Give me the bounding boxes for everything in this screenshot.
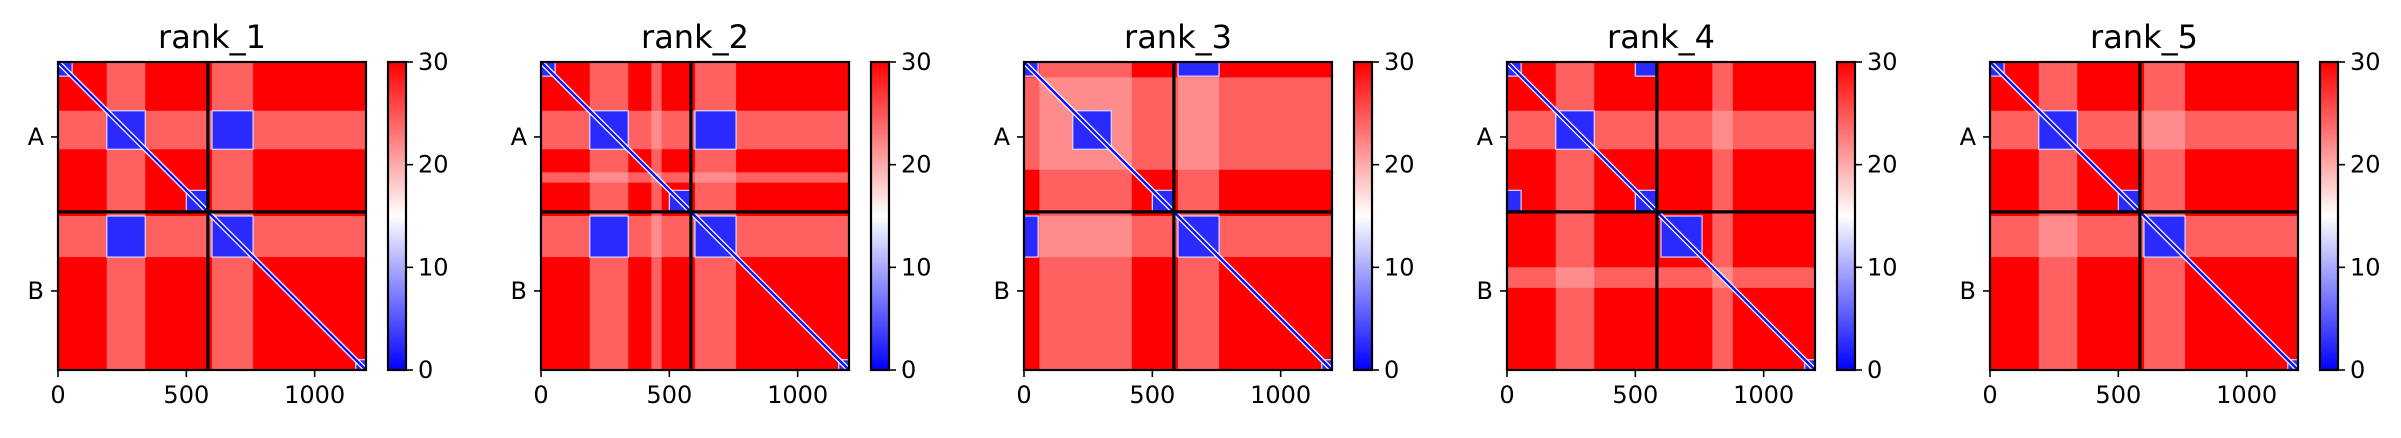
panel-rank_5: rank_5 0 500 1000 A B 0 10 20 30 xyxy=(1960,18,2381,409)
panel-title: rank_5 xyxy=(2090,18,2198,56)
colorbar-tick-label: 10 xyxy=(1867,253,1898,281)
colorbar-frame xyxy=(1352,60,1374,372)
panel-rank_1: rank_1 0 500 1000 A B 0 10 20 30 xyxy=(28,18,449,409)
colorbar-tick-label: 0 xyxy=(2350,356,2365,384)
plot-frame xyxy=(539,60,851,372)
colorbar-tick-label: 20 xyxy=(2350,151,2381,179)
low-error-block xyxy=(694,110,737,150)
y-tick-label: B xyxy=(1960,277,1976,305)
x-tick-label: 500 xyxy=(2095,381,2141,409)
colorbar xyxy=(2320,62,2338,370)
plot-frame xyxy=(1505,60,1817,372)
colorbar-tick-label: 0 xyxy=(1867,356,1882,384)
x-tick-label: 0 xyxy=(1499,381,1514,409)
x-tick-label: 1000 xyxy=(1733,381,1794,409)
x-tick-label: 0 xyxy=(1982,381,1997,409)
x-tick-label: 1000 xyxy=(767,381,828,409)
colorbar-tick-label: 30 xyxy=(1867,48,1898,76)
x-tick-label: 500 xyxy=(1612,381,1658,409)
colorbar-tick-label: 10 xyxy=(418,253,449,281)
low-error-block xyxy=(106,215,146,258)
y-tick-label: A xyxy=(1960,123,1977,151)
light-band-col xyxy=(1555,62,1595,370)
colorbar-frame xyxy=(1835,60,1857,372)
x-tick-label: 1000 xyxy=(284,381,345,409)
x-tick-label: 1000 xyxy=(1250,381,1311,409)
colorbar xyxy=(871,62,889,370)
y-tick-label: B xyxy=(28,277,44,305)
panel-title: rank_3 xyxy=(1124,18,1232,56)
low-error-block xyxy=(1177,61,1220,77)
colorbar-frame xyxy=(2318,60,2340,372)
panel-title: rank_4 xyxy=(1607,18,1715,56)
diagonal-line xyxy=(540,61,850,371)
x-tick-label: 500 xyxy=(1129,381,1175,409)
diagonal-line xyxy=(1989,61,2299,371)
light-band-col xyxy=(1712,62,1733,370)
x-tick-label: 0 xyxy=(50,381,65,409)
x-tick-label: 1000 xyxy=(2216,381,2277,409)
low-error-block xyxy=(1634,61,1658,77)
y-tick-label: B xyxy=(994,277,1010,305)
colorbar-tick-label: 0 xyxy=(1384,356,1399,384)
colorbar-frame xyxy=(869,60,891,372)
light-band-row xyxy=(1507,110,1815,150)
colorbar-tick-label: 20 xyxy=(418,151,449,179)
panel-title: rank_1 xyxy=(158,18,266,56)
panel-rank_4: rank_4 0 500 1000 A B 0 10 20 30 xyxy=(1477,18,1898,409)
x-tick-label: 0 xyxy=(1016,381,1031,409)
colorbar xyxy=(1837,62,1855,370)
colorbar-tick-label: 10 xyxy=(901,253,932,281)
y-tick-label: B xyxy=(1477,277,1493,305)
colorbar-tick-label: 20 xyxy=(1384,151,1415,179)
panel-rank_3: rank_3 0 500 1000 A B 0 10 20 30 xyxy=(994,18,1415,409)
y-tick-label: A xyxy=(511,123,528,151)
diagonal-line xyxy=(1023,61,1333,371)
low-error-block xyxy=(211,110,254,150)
panel-title: rank_2 xyxy=(641,18,749,56)
colorbar-tick-label: 30 xyxy=(1384,48,1415,76)
colorbar-tick-label: 20 xyxy=(1867,151,1898,179)
diagonal-line xyxy=(57,61,367,371)
colorbar-tick-label: 0 xyxy=(418,356,433,384)
colorbar xyxy=(1354,62,1372,370)
plot-frame xyxy=(1988,60,2300,372)
colorbar-tick-label: 30 xyxy=(901,48,932,76)
colorbar-tick-label: 30 xyxy=(418,48,449,76)
colorbar-frame xyxy=(386,60,408,372)
panel-rank_2: rank_2 0 500 1000 A B 0 10 20 30 xyxy=(511,18,932,409)
colorbar-tick-label: 20 xyxy=(901,151,932,179)
low-error-block xyxy=(1023,215,1039,258)
colorbar xyxy=(388,62,406,370)
y-tick-label: A xyxy=(994,123,1011,151)
colorbar-tick-label: 30 xyxy=(2350,48,2381,76)
colorbar-tick-label: 10 xyxy=(2350,253,2381,281)
colorbar-tick-label: 10 xyxy=(1384,253,1415,281)
y-tick-label: B xyxy=(511,277,527,305)
x-tick-label: 500 xyxy=(646,381,692,409)
plot-frame xyxy=(1022,60,1334,372)
x-tick-label: 0 xyxy=(533,381,548,409)
low-error-block xyxy=(589,215,629,258)
y-tick-label: A xyxy=(28,123,45,151)
low-error-block xyxy=(1506,189,1522,213)
y-tick-label: A xyxy=(1477,123,1494,151)
x-tick-label: 500 xyxy=(163,381,209,409)
plot-frame xyxy=(56,60,368,372)
diagonal-line xyxy=(1506,61,1816,371)
colorbar-tick-label: 0 xyxy=(901,356,916,384)
light-band-row xyxy=(1507,267,1815,288)
